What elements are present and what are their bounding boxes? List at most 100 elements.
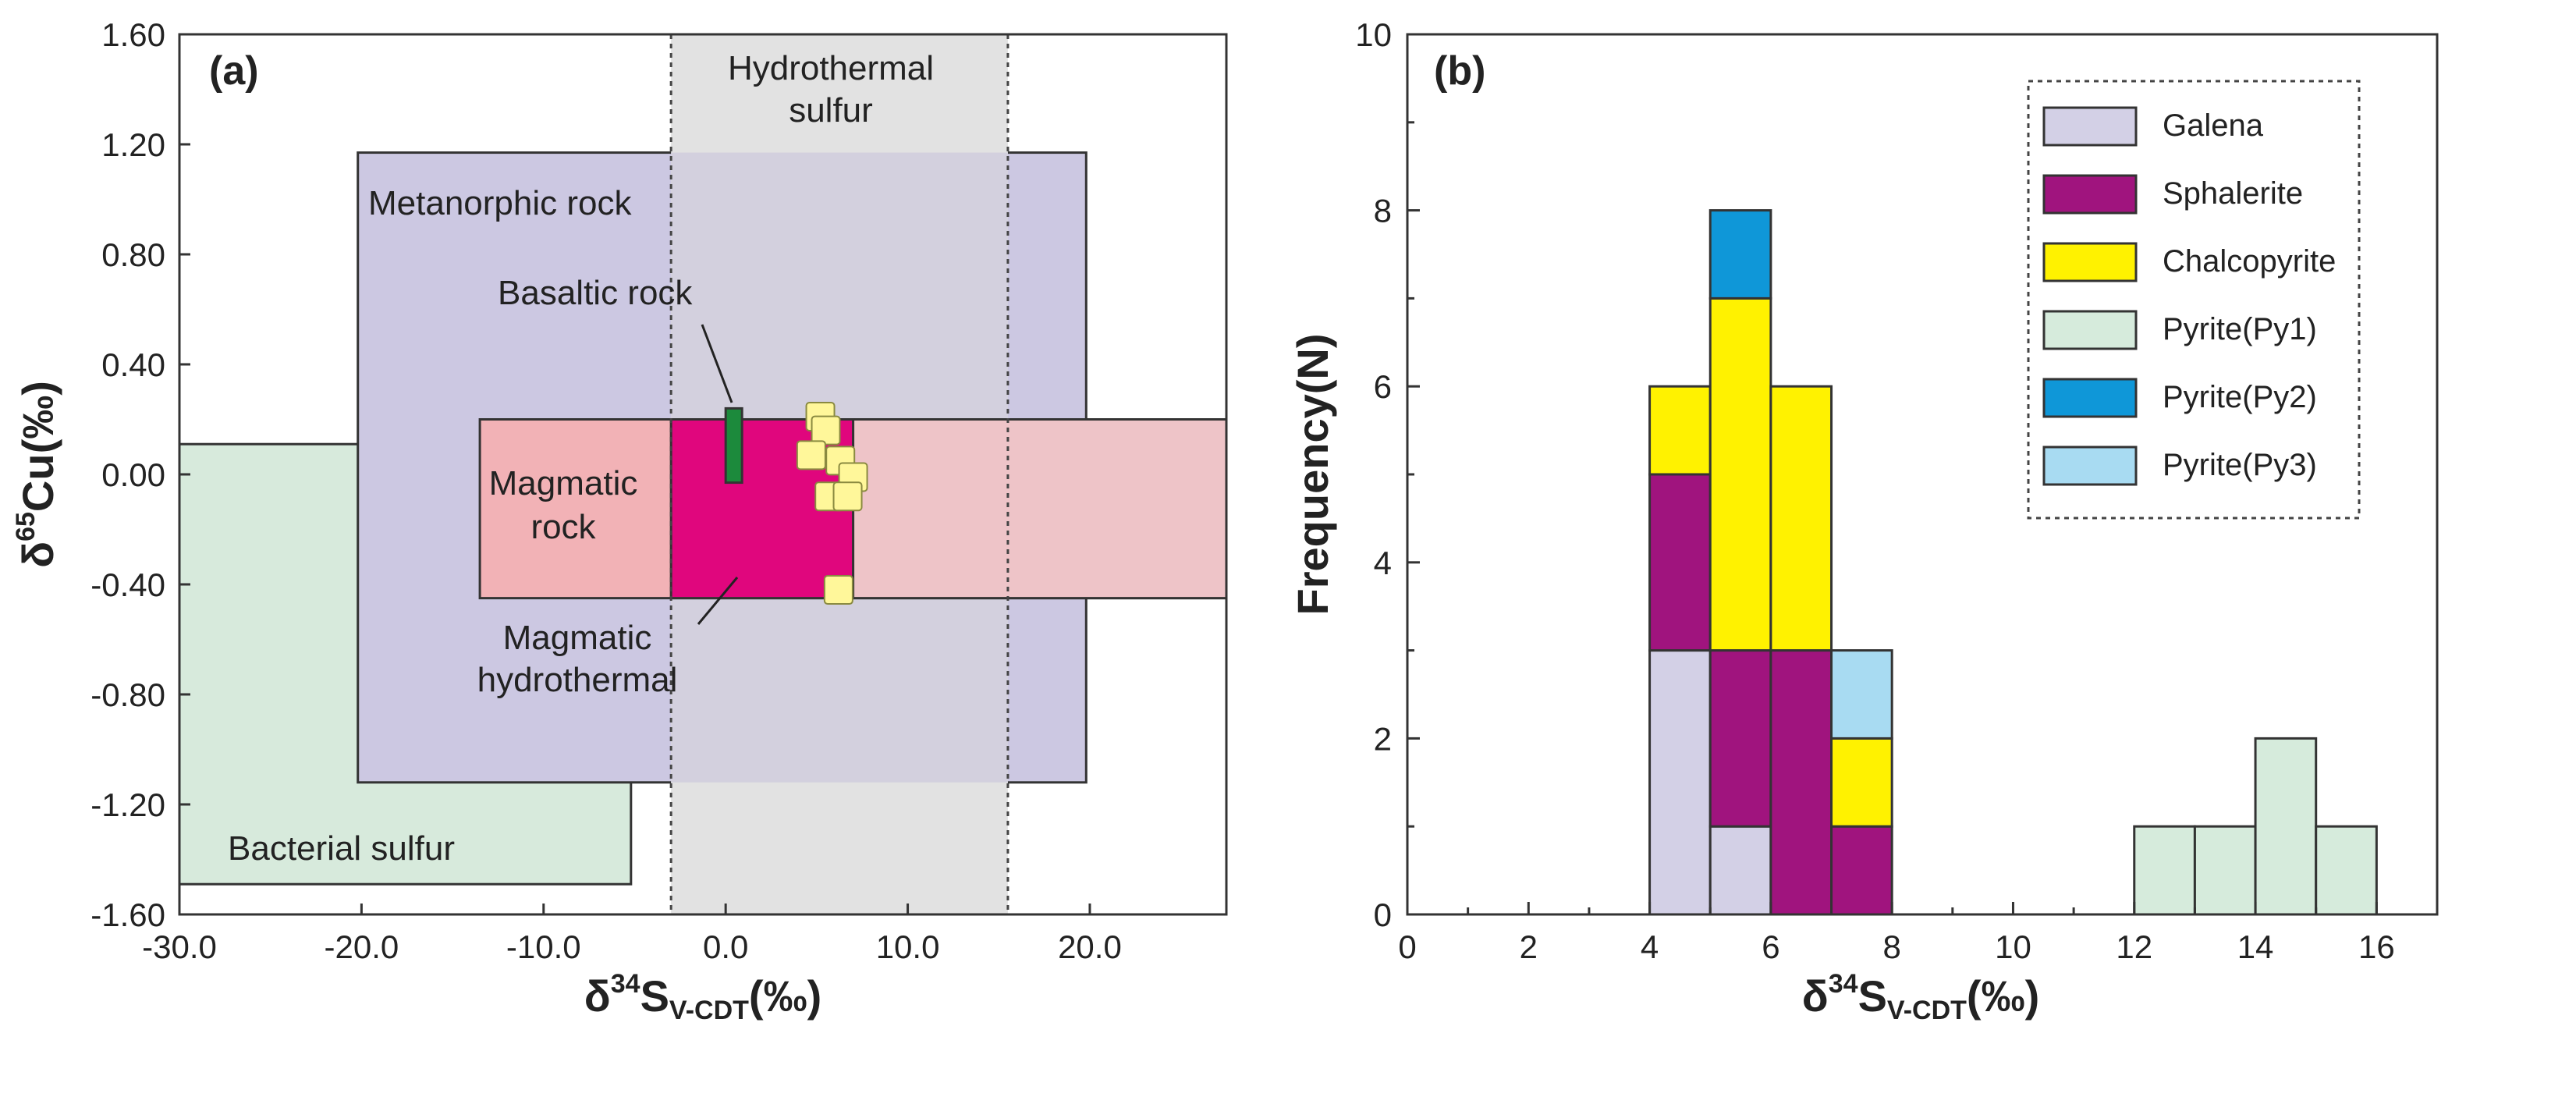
a-ylabel-delta: δ: [13, 541, 62, 568]
legend-swatch-galena: [2042, 106, 2138, 147]
field-basaltic: [724, 406, 743, 485]
legend-swatch-py1: [2042, 310, 2138, 350]
a-fields-layer: [178, 34, 1228, 914]
legend-label-chalcopyrite: Chalcopyrite: [2163, 244, 2336, 279]
bar-py2-bin-5: [1708, 209, 1772, 300]
legend-label-py1: Pyrite(Py1): [2163, 312, 2317, 346]
b-x-tick-label: 12: [2116, 928, 2152, 965]
a-y-tick-label: -0.80: [90, 676, 165, 713]
sample-point-8: [823, 575, 853, 605]
a-ylabel-sup: 65: [11, 512, 41, 541]
hydrothermal-label-line2: sulfur: [789, 91, 873, 130]
b-x-tick-label: 2: [1520, 928, 1538, 965]
basaltic-leader-line: [701, 324, 733, 403]
a-y-tick-label: -0.40: [90, 566, 165, 603]
b-xlabel-s: S: [1858, 971, 1887, 1021]
bar-sphalerite-bin-4: [1648, 473, 1712, 652]
bacterial-label: Bacterial sulfur: [228, 829, 455, 868]
a-xlabel-sup: 34: [611, 969, 640, 999]
a-x-tick-label: 0.0: [703, 928, 748, 965]
b-y-tick-label: 0: [1374, 896, 1392, 933]
a-xlabel-unit: (‰): [749, 971, 821, 1021]
bar-sphalerite-bin-6: [1769, 649, 1833, 916]
legend-swatch-py2: [2042, 378, 2138, 418]
b-y-tick-label: 10: [1355, 16, 1392, 53]
a-ylabel-unit: (‰): [13, 381, 62, 453]
bar-py1-bin-13: [2193, 825, 2257, 916]
a-x-tick-label: -20.0: [325, 928, 399, 965]
b-y-tick-label: 2: [1374, 720, 1392, 757]
legend-swatch-py3: [2042, 446, 2138, 486]
a-y-tick-label: 0.40: [101, 346, 165, 383]
magmatic-rock-label-line2: rock: [530, 508, 596, 546]
bar-galena-bin-4: [1648, 649, 1712, 916]
legend-label-py2: Pyrite(Py2): [2163, 380, 2317, 414]
legend-items: Galena Sphalerite Chalcopyrite Pyrite(Py1) P…: [2042, 106, 2336, 486]
b-x-axis-title: δ34SV-CDT(‰): [1802, 969, 2039, 1025]
a-y-tick-label: -1.20: [90, 786, 165, 823]
a-y-tick-label: 1.20: [101, 126, 165, 163]
bar-galena-bin-5: [1708, 825, 1772, 916]
a-x-tick-label: 10.0: [876, 928, 940, 965]
sample-point-2: [811, 415, 841, 446]
basaltic-label: Basaltic rock: [498, 274, 693, 312]
a-y-tick-label: -1.60: [90, 896, 165, 933]
b-ticks-layer: 0 2 4 6 8 10 12 14 16 0 2 4 6 8 10: [1355, 16, 2394, 965]
legend-swatch-sphalerite: [2042, 174, 2138, 215]
b-y-tick-label: 6: [1374, 368, 1392, 405]
magmatic-hydro-label-line1: Magmatic: [503, 619, 652, 657]
b-xlabel-sup: 34: [1829, 969, 1858, 999]
bar-chalcopyrite-bin-5: [1708, 296, 1772, 652]
bar-sphalerite-bin-5: [1708, 649, 1772, 828]
bar-py1-bin-14: [2254, 737, 2318, 916]
b-y-tick-label: 8: [1374, 193, 1392, 229]
a-y-tick-label: 1.60: [101, 16, 165, 53]
sample-point-7: [832, 481, 863, 512]
a-xlabel-delta: δ: [584, 971, 611, 1021]
panel-b-label: (b): [1434, 48, 1485, 94]
a-y-tick-label: 0.00: [101, 456, 165, 493]
b-xlabel-delta: δ: [1802, 971, 1829, 1021]
b-xlabel-sub: V-CDT: [1887, 996, 1967, 1025]
a-x-tick-label: -10.0: [506, 928, 581, 965]
bar-py1-bin-12: [2133, 825, 2196, 916]
legend: Galena Sphalerite Chalcopyrite Pyrite(Py1) P…: [2027, 80, 2361, 520]
legend-label-galena: Galena: [2163, 108, 2264, 143]
a-x-tick-label: -30.0: [142, 928, 217, 965]
a-axes-frame: [178, 33, 1228, 916]
b-y-axis-title: Frequency(N): [1288, 334, 1337, 616]
b-axes-frame: [1406, 33, 2439, 916]
a-y-axis-title: δ65Cu(‰): [11, 381, 62, 568]
legend-label-sphalerite: Sphalerite: [2163, 176, 2303, 211]
a-x-tick-label: 20.0: [1058, 928, 1122, 965]
bar-chalcopyrite-bin-6: [1769, 385, 1833, 652]
bar-chalcopyrite-bin-7: [1830, 737, 1893, 828]
b-bars-layer: [1648, 209, 2378, 916]
panel-a-scatter: -30.0 -20.0 -10.0 0.0 10.0 20.0 1.60 1.20 0.80 0.…: [11, 16, 1228, 1025]
b-x-tick-label: 6: [1762, 928, 1779, 965]
bar-py1-bin-15: [2315, 825, 2378, 916]
field-magmatic_right: [852, 418, 1228, 600]
magmatic-hydro-label-line2: hydrothermal: [477, 661, 678, 699]
panel-a-label: (a): [209, 48, 259, 94]
b-y-tick-label: 4: [1374, 545, 1392, 581]
b-xlabel-unit: (‰): [1967, 971, 2039, 1021]
panel-b-histogram: 0 2 4 6 8 10 12 14 16 0 2 4 6 8 10 (b) Galena Sphalerit…: [1288, 16, 2439, 1025]
a-y-tick-label: 0.80: [101, 236, 165, 273]
b-x-tick-label: 14: [2237, 928, 2274, 965]
a-x-axis-title: δ34SV-CDT(‰): [584, 969, 821, 1025]
legend-label-py3: Pyrite(Py3): [2163, 448, 2317, 482]
a-ticks-layer: -30.0 -20.0 -10.0 0.0 10.0 20.0 1.60 1.20 0.80 0.…: [90, 16, 1122, 965]
a-points-layer: [796, 401, 868, 605]
metamorphic-label: Metanorphic rock: [368, 184, 632, 222]
a-ylabel-cu: Cu: [13, 453, 62, 512]
b-x-tick-label: 16: [2358, 928, 2395, 965]
bar-py3-bin-7: [1830, 649, 1893, 740]
bar-chalcopyrite-bin-4: [1648, 385, 1712, 476]
legend-swatch-chalcopyrite: [2042, 242, 2138, 282]
magmatic-rock-label-line1: Magmatic: [489, 464, 638, 502]
hydrothermal-label-line1: Hydrothermal: [728, 49, 934, 87]
magmatic-hydro-leader-line: [697, 577, 739, 625]
b-x-tick-label: 8: [1882, 928, 1900, 965]
